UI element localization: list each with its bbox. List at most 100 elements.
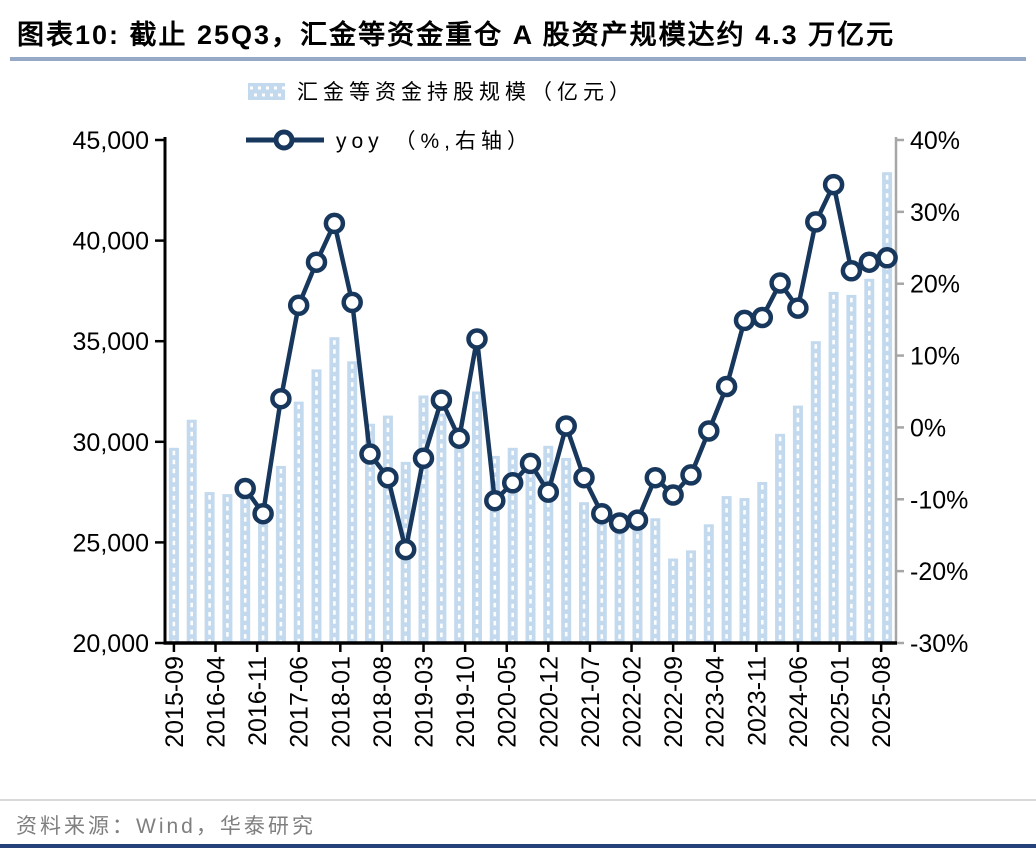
yoy-marker-2016-12 xyxy=(252,502,274,525)
bar-2020-06 xyxy=(507,447,518,643)
x-axis-label: 2025-08 xyxy=(868,656,896,748)
yoy-marker-2024-06 xyxy=(787,297,809,319)
left-axis-label: 45,000 xyxy=(73,127,149,155)
bars-series xyxy=(168,172,893,643)
right-axis-label: 10% xyxy=(910,343,960,371)
bar-2023-06 xyxy=(721,496,732,643)
yoy-marker-2019-12 xyxy=(466,328,488,350)
yoy-marker-2018-09 xyxy=(377,466,399,489)
bar-2022-12 xyxy=(686,550,696,643)
x-axis-label: 2021-07 xyxy=(577,656,605,748)
x-axis-label: 2020-05 xyxy=(494,656,522,748)
right-axis-label: 30% xyxy=(910,199,960,227)
yoy-marker-2017-03 xyxy=(270,387,292,410)
x-axis-label: 2020-12 xyxy=(535,656,563,748)
yoy-marker-2019-09 xyxy=(448,427,470,449)
x-axis-label: 2018-01 xyxy=(327,656,355,748)
yoy-marker-2018-12 xyxy=(394,538,417,561)
x-axis-label: 2016-11 xyxy=(244,656,272,746)
bottom-rule xyxy=(0,844,1036,848)
yoy-marker-2021-06 xyxy=(573,466,595,489)
yoy-marker-2025-03 xyxy=(840,260,863,282)
right-axis-label: -10% xyxy=(910,486,968,514)
bar-2021-03 xyxy=(561,457,572,643)
x-axis-label: 2018-08 xyxy=(369,656,397,748)
right-axis-label: -30% xyxy=(910,630,968,658)
yoy-marker-2018-03 xyxy=(341,291,363,314)
left-axis-label: 35,000 xyxy=(73,328,149,356)
yoy-marker-2017-09 xyxy=(305,251,328,273)
yoy-marker-2023-06 xyxy=(715,375,738,398)
yoy-marker-2019-06 xyxy=(430,389,453,411)
yoy-marker-2022-09 xyxy=(662,484,684,506)
combo-chart: 20,000 25,000 30,000 35,000 40,000 45,000 -30%… xyxy=(73,127,969,748)
right-axis-label: -20% xyxy=(910,558,968,586)
x-axis-label: 2024-06 xyxy=(785,656,813,748)
yoy-marker-2025-09 xyxy=(876,247,898,269)
right-axis: -30% -20% -10% 0% 10% 20% 30% 40% xyxy=(894,127,968,658)
right-axis-label: 40% xyxy=(910,127,960,155)
yoy-marker-2022-12 xyxy=(680,464,702,486)
legend-entry-bar: 汇金等资金持股规模（亿元） xyxy=(248,76,635,106)
bar-2017-09 xyxy=(311,369,322,643)
bar-2020-12 xyxy=(543,445,554,643)
x-axis-label: 2025-01 xyxy=(827,656,855,748)
yoy-marker-2023-03 xyxy=(698,420,720,442)
yoy-marker-2020-06 xyxy=(501,472,524,494)
bar-2021-12 xyxy=(614,532,625,643)
bar-2016-09 xyxy=(240,496,251,643)
yoy-marker-2023-09 xyxy=(733,309,756,332)
line-legend-label: yoy （%,右轴） xyxy=(336,130,534,153)
x-axis: 2015-09 2016-04 2016-11 2017-06 2018-01 2018-… xyxy=(161,641,897,748)
yoy-marker-2024-09 xyxy=(805,211,827,233)
x-axis-label: 2022-02 xyxy=(619,656,647,748)
figure-title: 图表10: 截止 25Q3，汇金等资金重仓 A 股资产规模达约 4.3 万亿元 xyxy=(17,20,896,50)
bar-2021-09 xyxy=(596,514,607,643)
x-axis-label: 2019-10 xyxy=(452,656,480,748)
yoy-marker-2025-06 xyxy=(858,251,881,273)
bar-2016-06 xyxy=(222,494,233,643)
bar-legend-swatch-icon xyxy=(248,82,285,100)
yoy-marker-2020-12 xyxy=(537,481,560,503)
x-axis-label: 2023-11 xyxy=(743,656,771,746)
yoy-line-series xyxy=(234,173,898,561)
source-note: 资料来源：Wind，华泰研究 xyxy=(16,815,316,838)
left-axis-label: 30,000 xyxy=(73,429,149,457)
right-axis-label: 0% xyxy=(910,414,946,442)
title-rule xyxy=(10,57,1026,61)
bar-2015-09 xyxy=(168,447,179,643)
right-axis-label: 20% xyxy=(910,271,960,299)
left-axis-label: 20,000 xyxy=(73,630,149,658)
bar-legend-label: 汇金等资金持股规模（亿元） xyxy=(297,81,635,104)
x-axis-label: 2023-04 xyxy=(702,656,730,748)
left-axis: 20,000 25,000 30,000 35,000 40,000 45,000 xyxy=(73,127,167,658)
bar-2023-12 xyxy=(757,482,768,643)
bar-2018-06 xyxy=(365,423,375,643)
yoy-marker-2024-03 xyxy=(769,272,791,294)
yoy-marker-2017-06 xyxy=(287,294,310,317)
bar-2022-06 xyxy=(650,518,661,643)
bar-2019-12 xyxy=(472,391,482,643)
yoy-marker-2021-09 xyxy=(591,502,613,525)
yoy-marker-2016-09 xyxy=(234,477,256,500)
bar-2024-06 xyxy=(792,405,803,643)
x-axis-label: 2016-04 xyxy=(203,656,231,748)
x-axis-label: 2015-09 xyxy=(161,656,189,748)
left-axis-label: 25,000 xyxy=(73,529,149,557)
x-axis-label: 2022-09 xyxy=(660,656,688,748)
x-axis-label: 2019-03 xyxy=(411,656,439,748)
x-axis-label: 2017-06 xyxy=(286,656,314,748)
yoy-marker-2020-03 xyxy=(484,489,506,512)
yoy-marker-2018-06 xyxy=(359,443,381,465)
yoy-marker-2024-12 xyxy=(822,173,845,196)
left-axis-label: 40,000 xyxy=(73,228,149,256)
yoy-marker-2019-03 xyxy=(412,447,435,470)
legend-entry-line: yoy （%,右轴） xyxy=(246,125,533,155)
yoy-marker-2021-03 xyxy=(555,415,577,437)
yoy-marker-2017-12 xyxy=(323,212,346,235)
bar-2023-09 xyxy=(739,498,750,643)
yoy-marker-2022-03 xyxy=(626,509,649,531)
yoy-marker-2022-06 xyxy=(644,466,667,489)
yoy-marker-2020-09 xyxy=(519,452,542,475)
footer-rule xyxy=(0,799,1036,801)
